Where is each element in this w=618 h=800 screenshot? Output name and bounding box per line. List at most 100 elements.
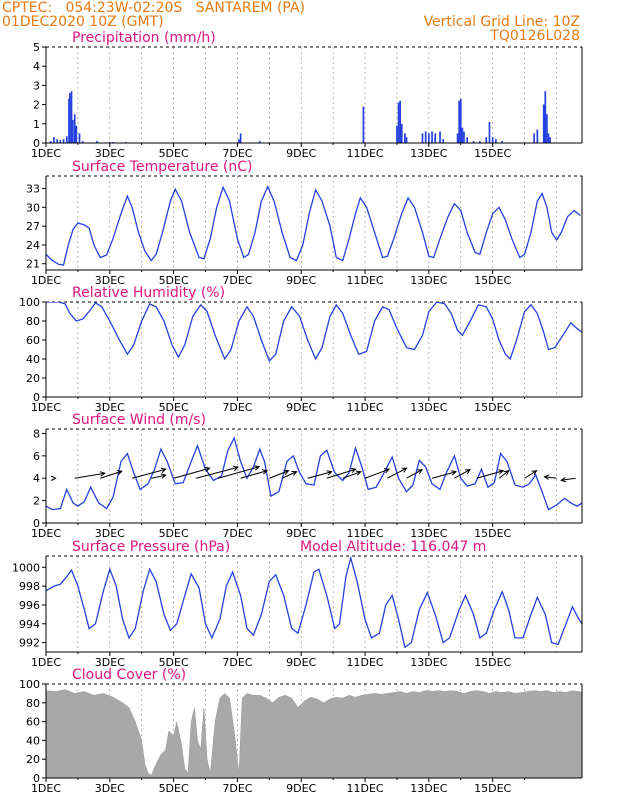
wind-vector-2 <box>100 470 122 479</box>
precip-bar-51 <box>544 91 547 143</box>
wind-vector-17 <box>431 471 457 479</box>
wind-vector-head-21 <box>531 470 538 476</box>
wind-vector-21 <box>524 470 537 479</box>
precip-bar-25 <box>400 123 403 143</box>
precip-xtick-label-0: 1DEC <box>31 147 61 160</box>
temp-ytick-label-3: 30 <box>26 201 40 214</box>
pressure-xtick-label-3: 7DEC <box>222 656 252 669</box>
rh-xtick-label-5: 11DEC <box>346 401 383 414</box>
wind-vector-head-22 <box>543 474 550 480</box>
header-line1-left: CPTEC: 054:23W-02:20S SANTAREM (PA) <box>2 0 306 16</box>
cloud-xtick-label-5: 11DEC <box>346 782 383 795</box>
temp-ytick-label-2: 27 <box>26 220 40 233</box>
precip-bar-37 <box>459 98 462 143</box>
precip-bar-35 <box>456 133 459 143</box>
wind-vector-1 <box>74 472 105 479</box>
precip-bar-8 <box>70 91 73 143</box>
wind-xtick-label-6: 13DEC <box>410 527 447 540</box>
cloud-xtick-label-1: 3DEC <box>95 782 125 795</box>
precip-bar-0 <box>49 141 52 143</box>
precip-bar-20 <box>258 141 261 143</box>
precip-bar-41 <box>472 141 475 143</box>
precip-bar-40 <box>466 137 468 143</box>
precip-bar-28 <box>421 133 424 143</box>
wind-vector-head-11 <box>326 470 333 476</box>
precip-bar-6 <box>68 98 70 143</box>
precip-bar-29 <box>424 131 427 143</box>
precip-xtick-label-4: 9DEC <box>286 147 316 160</box>
wind-vector-16 <box>406 469 423 479</box>
cloud-xtick-label-0: 1DEC <box>31 782 61 795</box>
temp-ytick-label-1: 24 <box>26 239 40 252</box>
cloud-ytick-label-1: 20 <box>26 753 40 766</box>
wind-vector-head-15 <box>401 467 408 473</box>
cloud-area <box>46 689 582 778</box>
precip-bar-10 <box>73 114 76 143</box>
rh-ytick-label-0: 0 <box>33 391 40 404</box>
temp-line <box>46 185 581 266</box>
cloud-title: Cloud Cover (%) <box>72 667 186 683</box>
wind-xtick-label-0: 1DEC <box>31 527 61 540</box>
temp-xtick-label-0: 1DEC <box>31 274 61 287</box>
precip-bar-52 <box>546 114 548 143</box>
precip-ytick-label-4: 4 <box>33 60 40 73</box>
wind-vector-head-7 <box>254 465 261 471</box>
wind-vector-5 <box>173 467 210 479</box>
wind-vector-10 <box>281 471 297 479</box>
pressure-ytick-label-1: 994 <box>19 618 40 631</box>
wind-ytick-label-0: 0 <box>33 517 40 530</box>
precip-bar-46 <box>495 139 497 143</box>
temp-title: Surface Temperature (nC) <box>72 159 253 175</box>
precip-bar-2 <box>56 139 59 143</box>
temp-xtick-label-3: 7DEC <box>222 274 252 287</box>
wind-line <box>46 436 582 511</box>
precip-bar-24 <box>399 100 401 143</box>
cloud-xtick-label-3: 7DEC <box>222 782 252 795</box>
precip-ytick-label-1: 1 <box>33 118 40 131</box>
pressure-xtick-label-2: 5DEC <box>159 656 189 669</box>
pressure-title: Surface Pressure (hPa) <box>72 539 230 555</box>
wind-vector-22 <box>544 476 557 479</box>
wind-xtick-label-7: 15DEC <box>474 527 511 540</box>
wind-xtick-label-3: 7DEC <box>222 527 252 540</box>
temp-xtick-label-1: 3DEC <box>95 274 125 287</box>
wind-ytick-label-1: 2 <box>33 495 40 508</box>
rh-xtick-label-6: 13DEC <box>410 401 447 414</box>
rh-ytick-label-4: 80 <box>26 315 40 328</box>
wind-vector-head-0 <box>50 475 57 481</box>
temp-xtick-label-7: 15DEC <box>474 274 511 287</box>
wind-vector-head-4 <box>160 473 167 479</box>
precip-bar-43 <box>485 137 488 143</box>
temp-ytick-label-0: 21 <box>26 258 40 271</box>
rh-title: Relative Humidity (%) <box>72 285 225 301</box>
precip-xtick-label-5: 11DEC <box>346 147 383 160</box>
pressure-ytick-label-2: 996 <box>19 599 40 612</box>
wind-ytick-label-2: 4 <box>33 472 40 485</box>
temp-xtick-label-5: 11DEC <box>346 274 383 287</box>
cloud-ytick-label-3: 60 <box>26 716 40 729</box>
temp-xtick-label-4: 9DEC <box>286 274 316 287</box>
wind-vector-head-13 <box>355 470 362 476</box>
precip-bar-19 <box>239 133 242 143</box>
cloud-ytick-label-5: 100 <box>19 678 40 691</box>
pressure-xtick-label-6: 13DEC <box>410 656 447 669</box>
rh-xtick-label-1: 3DEC <box>95 401 125 414</box>
precip-bar-9 <box>71 119 74 143</box>
cloud-xtick-label-6: 13DEC <box>410 782 447 795</box>
wind-vector-head-14 <box>384 468 391 474</box>
wind-vector-4 <box>151 474 166 479</box>
wind-vector-head-3 <box>160 467 167 473</box>
precip-bar-32 <box>434 133 437 143</box>
precip-bar-31 <box>431 131 433 143</box>
wind-vector-head-23 <box>560 476 567 483</box>
wind-vector-23 <box>561 477 576 481</box>
wind-ytick-label-4: 8 <box>33 427 40 440</box>
precip-bar-34 <box>442 139 445 143</box>
rh-ytick-label-1: 20 <box>26 372 40 385</box>
precip-bar-27 <box>405 137 408 143</box>
precip-title: Precipitation (mm/h) <box>72 30 216 46</box>
precip-xtick-label-7: 15DEC <box>474 147 511 160</box>
pressure-ytick-label-3: 998 <box>19 580 40 593</box>
pressure-xtick-label-5: 11DEC <box>346 656 383 669</box>
precip-ytick-label-2: 2 <box>33 99 40 112</box>
